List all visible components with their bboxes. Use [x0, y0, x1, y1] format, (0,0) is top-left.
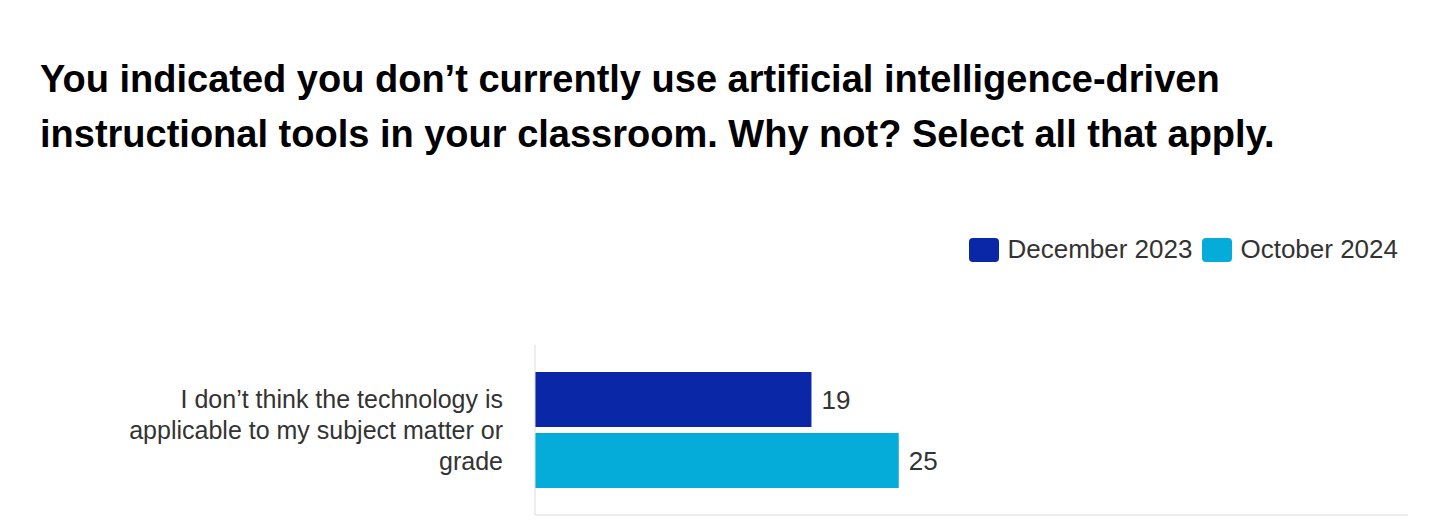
svg-text:applicable to my subject matte: applicable to my subject matter or	[129, 416, 503, 444]
svg-text:25: 25	[909, 446, 938, 476]
html-text:October 2024: October 2024	[1240, 234, 1398, 264]
html-text:You indicated you don’t curren: You indicated you don’t currently use ar…	[40, 58, 1275, 156]
svg-text:19: 19	[821, 385, 850, 415]
svg-text:I don’t think the technology i: I don’t think the technology is	[181, 385, 503, 413]
html-text:December 2023: December 2023	[1007, 234, 1193, 264]
svg-text:grade: grade	[439, 447, 503, 475]
